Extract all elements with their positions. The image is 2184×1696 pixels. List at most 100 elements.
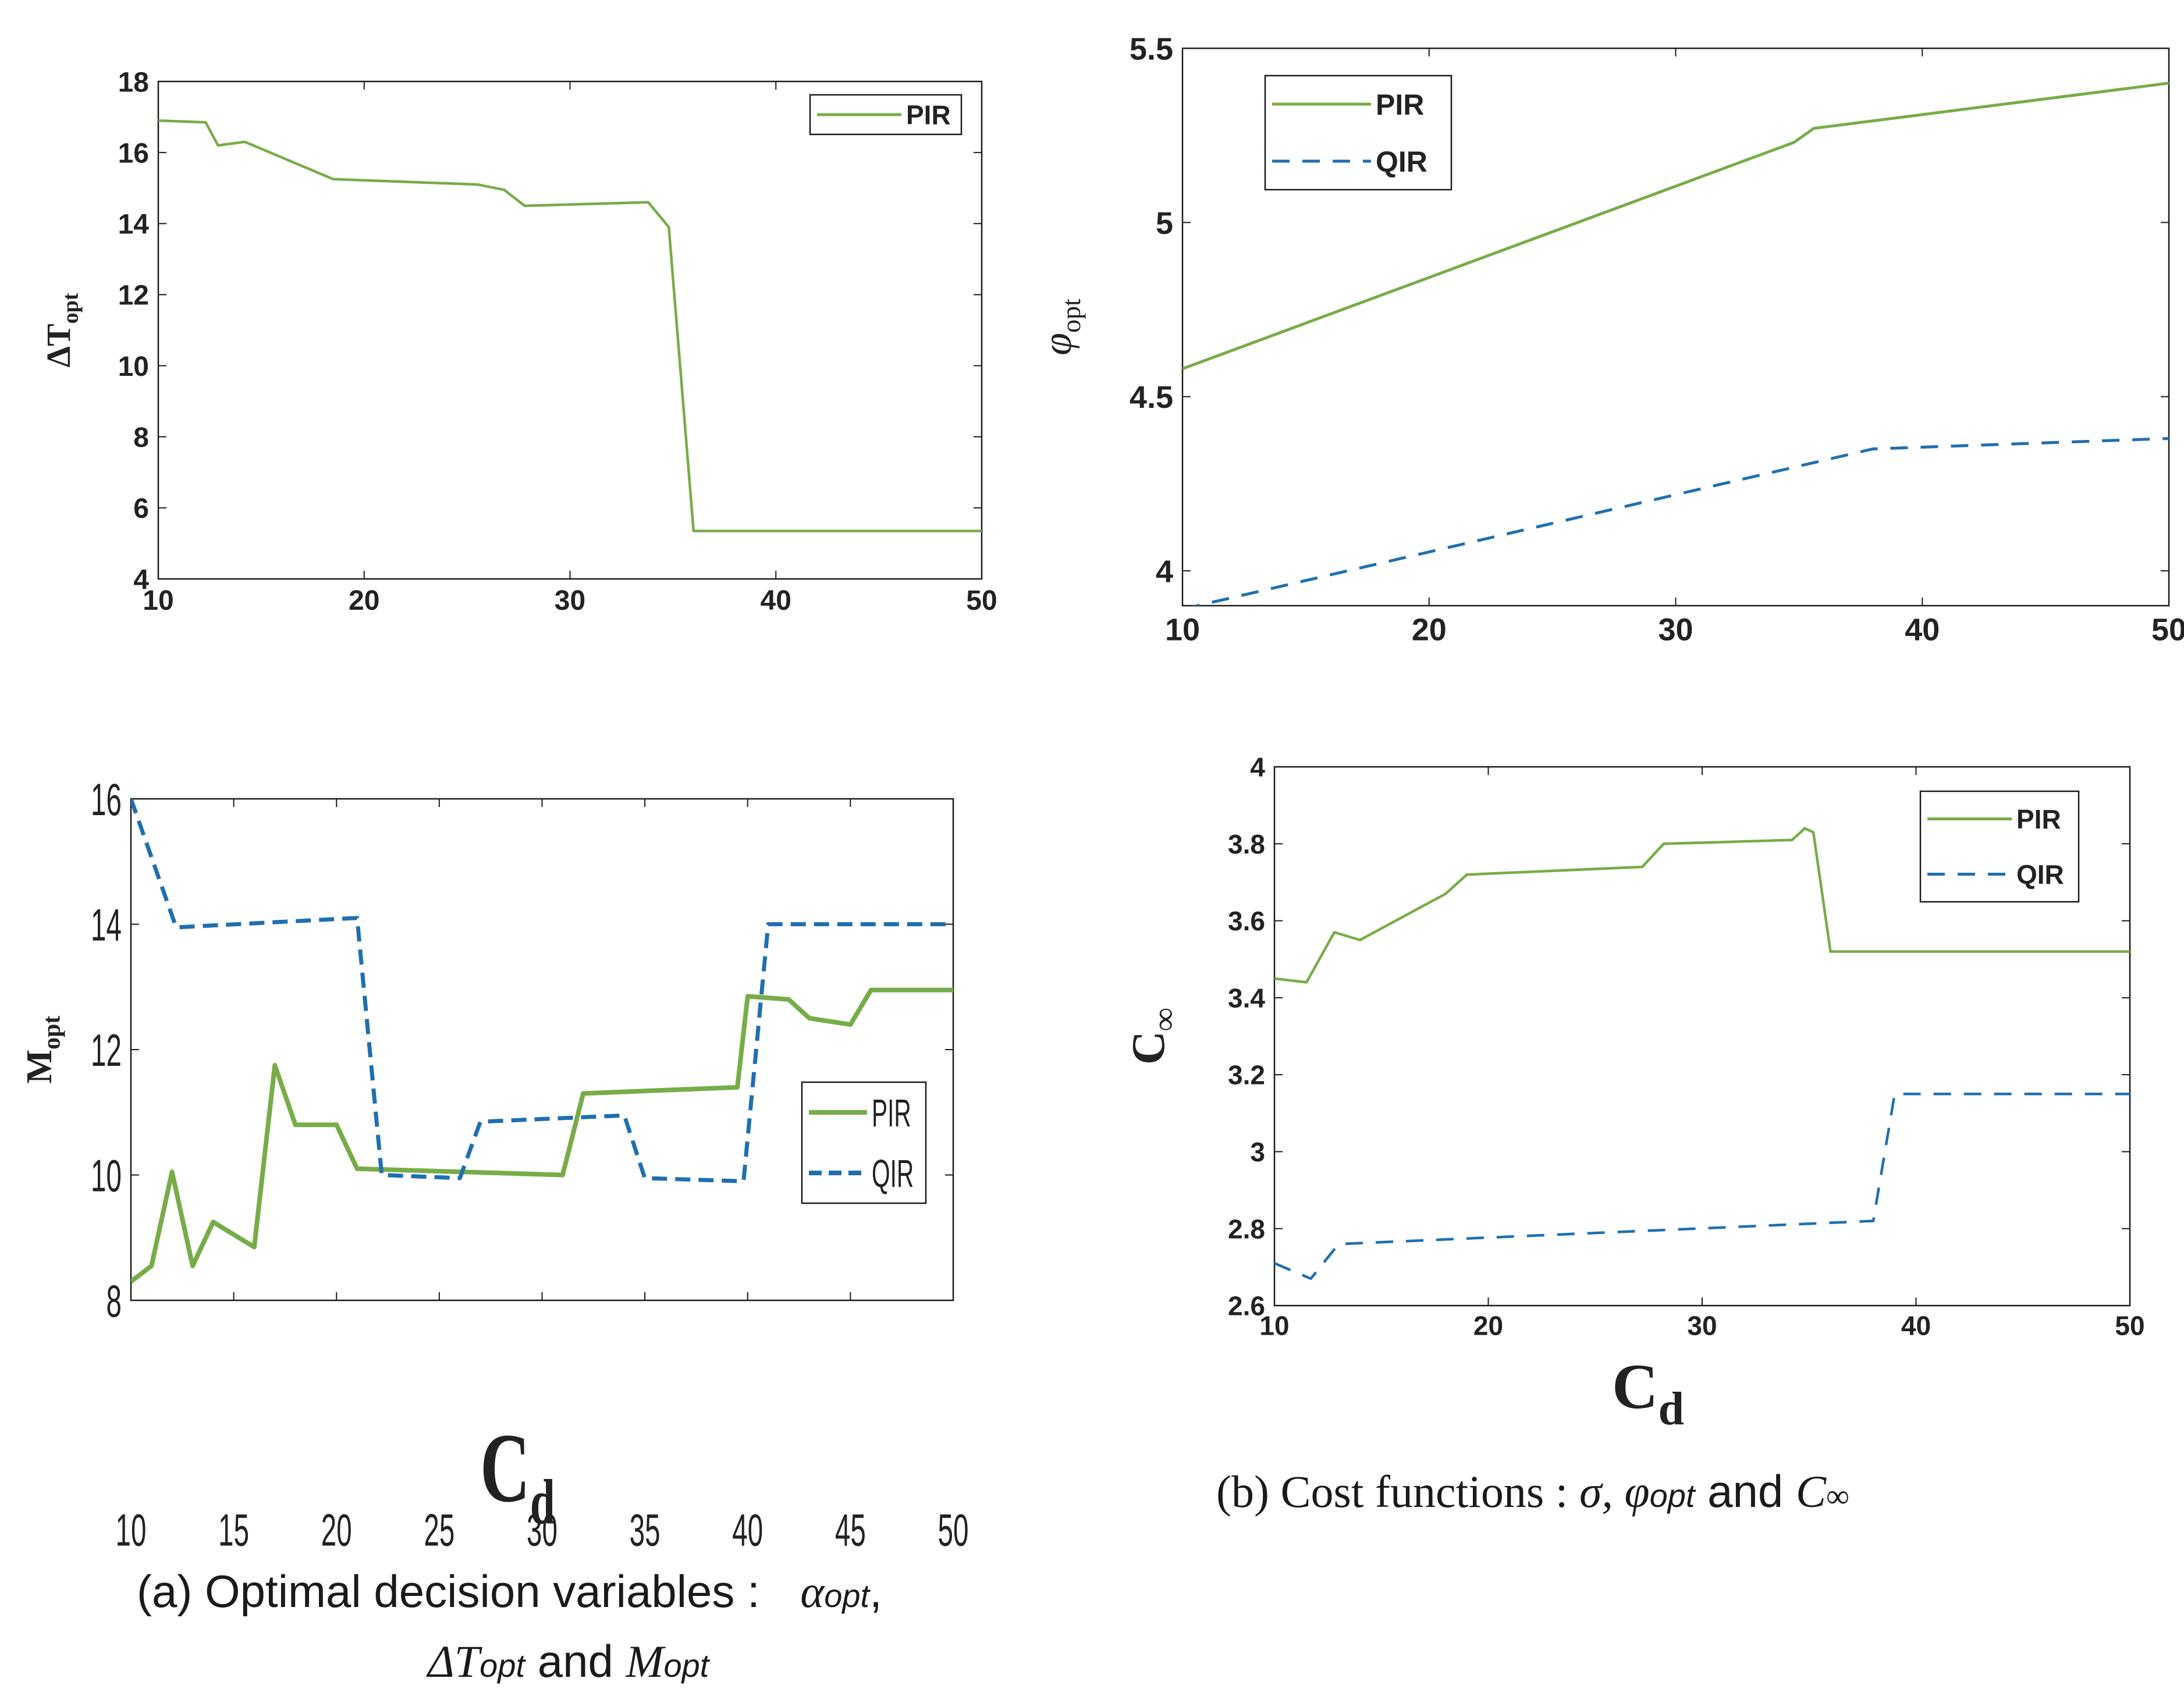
- x-axis-label-main: C: [1612, 1351, 1658, 1422]
- caption-a-line2: ΔTopt and Mopt: [428, 1635, 709, 1688]
- x-axis-label: Cd: [1612, 1351, 1684, 1435]
- y-tick-label: 5: [1156, 206, 1173, 241]
- series-line-qir: [1274, 1092, 2130, 1280]
- caption-b-c-sub: ∞: [1826, 1478, 1849, 1514]
- legend-label-qir: QIR: [1376, 145, 1427, 178]
- x-tick-label: 20: [349, 585, 379, 616]
- x-axis-label-main: C: [480, 1413, 530, 1523]
- y-tick-label: 12: [118, 280, 149, 311]
- caption-a-delta-t: ΔT: [428, 1636, 480, 1687]
- x-tick-label: 40: [761, 585, 791, 616]
- y-axis-label-sub: opt: [1056, 298, 1086, 333]
- x-tick-label: 50: [938, 1504, 969, 1555]
- y-axis-label-sub: opt: [58, 293, 83, 323]
- y-axis-label: C∞: [1123, 1008, 1183, 1065]
- y-tick-label: 16: [91, 774, 122, 825]
- x-tick-label: 40: [1905, 612, 1940, 647]
- series-line-pir: [1274, 827, 2130, 984]
- caption-b: (b) Cost functions : σ, φopt and C∞: [1216, 1465, 1849, 1518]
- series-line-pir: [158, 119, 982, 532]
- x-axis-label-sub: d: [1658, 1384, 1684, 1435]
- series-line-qir: [131, 799, 953, 1183]
- y-axis-label: φopt: [1035, 298, 1086, 355]
- legend-label-pir: PIR: [872, 1091, 911, 1135]
- y-tick-label: 2.6: [1228, 1291, 1265, 1321]
- legend-label-pir: PIR: [2016, 804, 2061, 834]
- caption-a-delta-t-sub: opt: [480, 1647, 525, 1684]
- x-tick-label: 40: [732, 1504, 763, 1555]
- y-tick-label: 3.2: [1228, 1060, 1265, 1090]
- x-axis-label-sub: d: [530, 1466, 555, 1538]
- x-tick-label: 50: [966, 585, 997, 616]
- y-tick-label: 14: [91, 899, 122, 950]
- y-tick-label: 4: [1250, 752, 1265, 783]
- y-tick-label: 5.5: [1130, 31, 1173, 66]
- x-tick-label: 50: [2151, 612, 2184, 647]
- caption-a-comma: ,: [869, 1566, 882, 1617]
- caption-a-alpha: α: [800, 1566, 825, 1617]
- legend-box: [801, 1081, 927, 1204]
- legend-label-qir: QIR: [2016, 859, 2064, 890]
- y-tick-label: 12: [91, 1025, 122, 1076]
- caption-a-and: and: [525, 1635, 626, 1687]
- y-tick-label: 3.8: [1228, 829, 1265, 859]
- x-tick-label: 50: [2115, 1311, 2144, 1341]
- y-tick-label: 6: [133, 493, 149, 524]
- y-axis-label-main: φ: [1035, 333, 1080, 355]
- x-tick-label: 10: [1165, 612, 1200, 647]
- y-axis-label-sub: ∞: [1147, 1008, 1183, 1031]
- caption-b-phi: φ: [1613, 1466, 1650, 1517]
- y-tick-label: 10: [118, 351, 149, 382]
- x-tick-label: 20: [1412, 612, 1447, 647]
- y-tick-label: 4: [1156, 554, 1173, 589]
- x-tick-label: 20: [321, 1504, 352, 1555]
- y-tick-label: 4.5: [1130, 380, 1173, 415]
- y-tick-label: 3: [1250, 1137, 1265, 1167]
- caption-a-prefix: (a) Optimal decision variables :: [137, 1566, 760, 1617]
- x-tick-label: 30: [555, 585, 585, 616]
- x-tick-label: 10: [116, 1504, 147, 1555]
- x-tick-label: 10: [143, 585, 173, 616]
- legend-label-pir: PIR: [906, 100, 951, 130]
- caption-b-sigma: σ,: [1579, 1466, 1613, 1517]
- legend-label-pir: PIR: [1376, 88, 1424, 121]
- y-tick-label: 4: [133, 564, 149, 595]
- x-tick-label: 45: [835, 1504, 866, 1555]
- caption-a-m-sub: opt: [663, 1647, 709, 1684]
- series-line-pir: [1182, 81, 2169, 371]
- y-axis-label-main: M: [20, 1050, 59, 1084]
- x-tick-label: 30: [1658, 612, 1693, 647]
- series-line-qir: [1191, 437, 2169, 606]
- y-axis-label-sub: opt: [39, 1016, 66, 1050]
- caption-a-m: M: [626, 1636, 664, 1687]
- caption-b-phi-sub: opt: [1649, 1477, 1695, 1514]
- x-tick-label: 10: [1259, 1311, 1289, 1341]
- y-tick-label: 3.4: [1228, 983, 1265, 1013]
- x-axis-label: Cd: [480, 1413, 555, 1538]
- y-tick-label: 10: [91, 1150, 122, 1201]
- y-tick-label: 8: [133, 422, 149, 453]
- y-tick-label: 3.6: [1228, 906, 1265, 936]
- chart-m_opt: 10 15 20 25 30 35 40 45 50 8 10 12 14 16 Mopt Cd PIR QIR: [20, 774, 968, 1555]
- legend-box: [1264, 74, 1453, 191]
- y-axis-label-main: ΔT: [40, 323, 77, 367]
- x-tick-label: 30: [527, 1504, 557, 1555]
- x-tick-label: 20: [1473, 1311, 1503, 1341]
- y-tick-label: 16: [118, 138, 149, 169]
- y-axis-label: ΔTopt: [40, 293, 83, 367]
- chart-phi: 10 20 30 40 50 4 4.5 5 5.5 φopt PIR QIR: [1035, 31, 2184, 647]
- legend-label-qir: QIR: [872, 1152, 914, 1196]
- plot-frame: [130, 798, 954, 1302]
- y-tick-label: 2.8: [1228, 1214, 1265, 1244]
- y-axis-label: Mopt: [20, 1016, 66, 1084]
- x-tick-label: 15: [218, 1504, 249, 1555]
- caption-a-alpha-sub: opt: [824, 1577, 870, 1614]
- x-tick-label: 30: [1687, 1311, 1717, 1341]
- y-axis-label-main: C: [1123, 1031, 1174, 1065]
- caption-b-prefix: (b) Cost functions :: [1216, 1466, 1579, 1517]
- x-tick-label: 35: [630, 1504, 660, 1555]
- chart-delta_t: 10 20 30 40 50 4 6 8 10 12 14 16 18 ΔTopt PIR: [40, 67, 997, 616]
- x-tick-label: 40: [1901, 1311, 1931, 1341]
- y-tick-label: 8: [106, 1275, 122, 1327]
